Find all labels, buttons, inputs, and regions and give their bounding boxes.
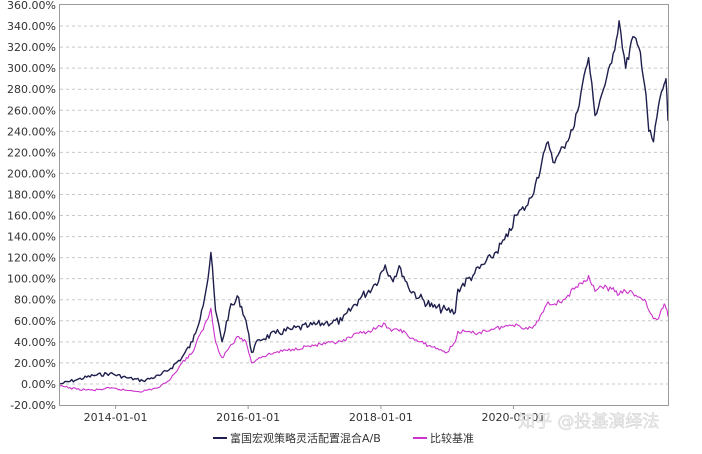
y-tick-label: 220.00% [7,146,56,159]
y-tick-label: 20.00% [14,357,56,370]
y-tick-label: 0.00% [21,378,56,391]
y-tick-label: 360.00% [7,0,56,12]
y-tick-label: 80.00% [14,294,56,307]
y-tick-label: 40.00% [14,336,56,349]
y-tick-label: 320.00% [7,41,56,54]
watermark: 知乎 @投基演绎法 [518,412,659,432]
legend-label-benchmark: 比较基准 [430,431,474,445]
y-tick-label: 100.00% [7,273,56,286]
x-tick-label: 2018-01-01 [349,411,413,424]
series-line-fund [59,20,669,385]
x-tick-label: 2014-01-01 [84,411,148,424]
y-tick-label: 60.00% [14,315,56,328]
y-axis-tick-labels: 360.00% 340.00% 320.00% 300.00% 280.00% 260.0… [7,0,56,412]
y-tick-label: 200.00% [7,167,56,180]
y-tick-label: 240.00% [7,125,56,138]
y-tick-label: 140.00% [7,231,56,244]
plot-area-frame [59,4,669,406]
series-layer [59,20,669,393]
chart-legend: 富国宏观策略灵活配置混合A/B 比较基准 [213,431,474,445]
y-tick-label: 300.00% [7,62,56,75]
legend-label-fund: 富国宏观策略灵活配置混合A/B [230,431,381,445]
gridlines [60,25,668,385]
y-tick-label: 120.00% [7,252,56,265]
series-line-benchmark [59,274,669,393]
x-tick-label: 2016-01-01 [216,411,280,424]
y-tick-label: 280.00% [7,83,56,96]
y-tick-label: 180.00% [7,188,56,201]
y-tick-label: -20.00% [10,399,56,412]
y-tick-label: 160.00% [7,210,56,223]
y-tick-label: 260.00% [7,104,56,117]
x-axis-tick-labels: 2014-01-01 2016-01-01 2018-01-01 2020-01-01 [84,405,545,424]
x-tick-label: 2020-01-01 [481,411,545,424]
y-tick-label: 340.00% [7,20,56,33]
